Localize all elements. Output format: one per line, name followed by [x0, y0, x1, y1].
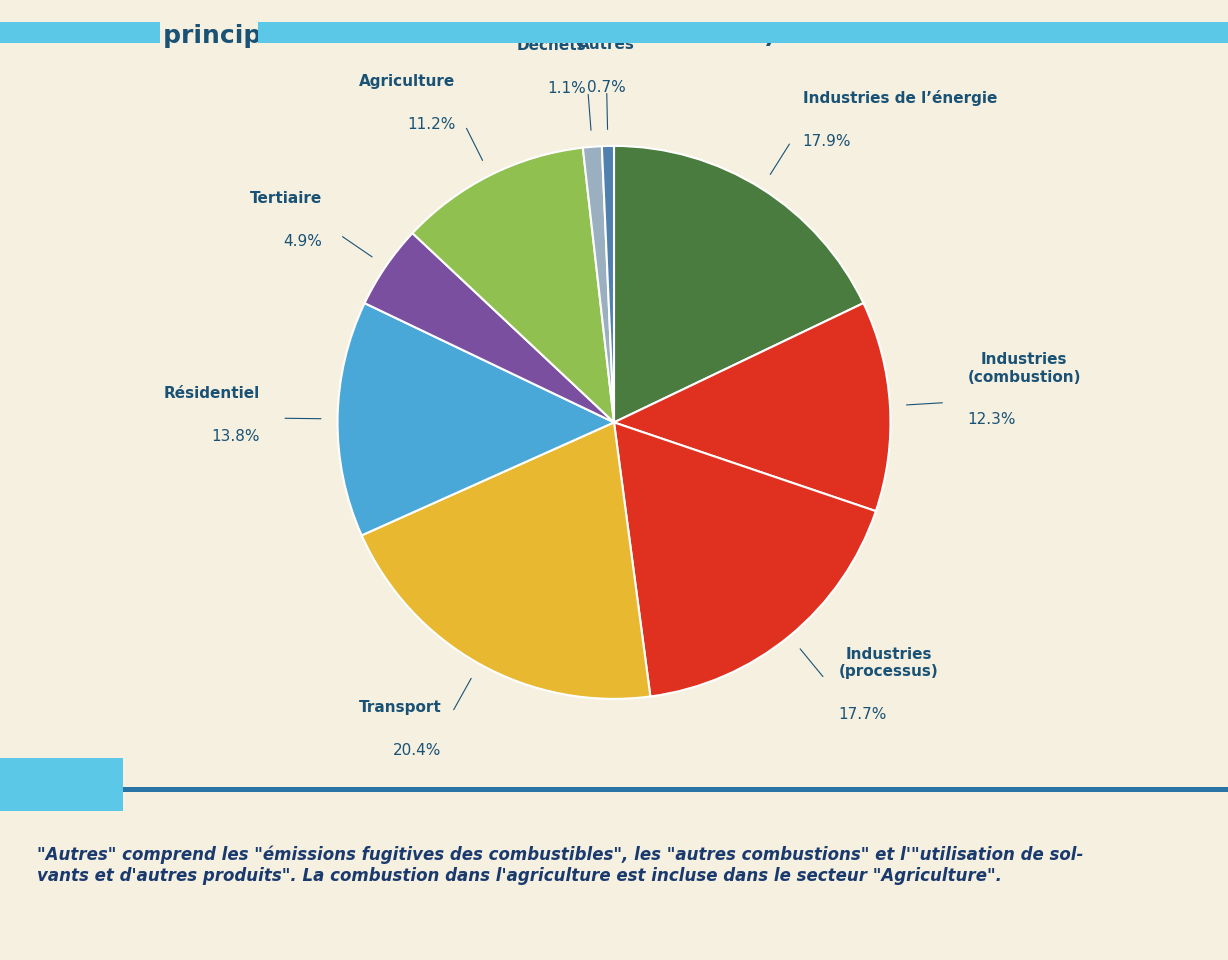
Text: "Autres" comprend les "émissions fugitives des combustibles", les "autres combus: "Autres" comprend les "émissions fugitiv… — [37, 846, 1083, 884]
Wedge shape — [362, 422, 651, 699]
Text: Agriculture: Agriculture — [359, 75, 456, 89]
Text: Part des principaux secteurs en 2020 (sans UTCATF): Part des principaux secteurs en 2020 (sa… — [37, 24, 775, 48]
Text: Industries
(combustion): Industries (combustion) — [968, 352, 1081, 385]
Text: Déchets: Déchets — [517, 38, 586, 53]
Text: Résidentiel: Résidentiel — [163, 386, 260, 401]
Text: 13.8%: 13.8% — [211, 429, 260, 444]
Wedge shape — [365, 233, 614, 422]
Text: Industries de l’énergie: Industries de l’énergie — [803, 90, 997, 107]
Wedge shape — [583, 146, 614, 422]
Text: Transport: Transport — [359, 700, 442, 715]
Wedge shape — [614, 303, 890, 511]
Wedge shape — [614, 422, 876, 696]
Text: 11.2%: 11.2% — [406, 117, 456, 132]
Text: Tertiaire: Tertiaire — [249, 191, 322, 206]
Wedge shape — [338, 303, 614, 536]
Text: 12.3%: 12.3% — [968, 413, 1016, 427]
Wedge shape — [413, 148, 614, 422]
Wedge shape — [602, 146, 614, 422]
Wedge shape — [614, 146, 863, 422]
Text: 20.4%: 20.4% — [393, 742, 442, 757]
Text: 17.7%: 17.7% — [839, 707, 887, 722]
Text: Industries
(processus): Industries (processus) — [839, 647, 938, 679]
Text: 0.7%: 0.7% — [587, 80, 625, 95]
Text: 4.9%: 4.9% — [282, 233, 322, 249]
Text: 17.9%: 17.9% — [803, 134, 851, 149]
Text: Autres: Autres — [578, 37, 635, 52]
Text: 1.1%: 1.1% — [548, 81, 586, 96]
